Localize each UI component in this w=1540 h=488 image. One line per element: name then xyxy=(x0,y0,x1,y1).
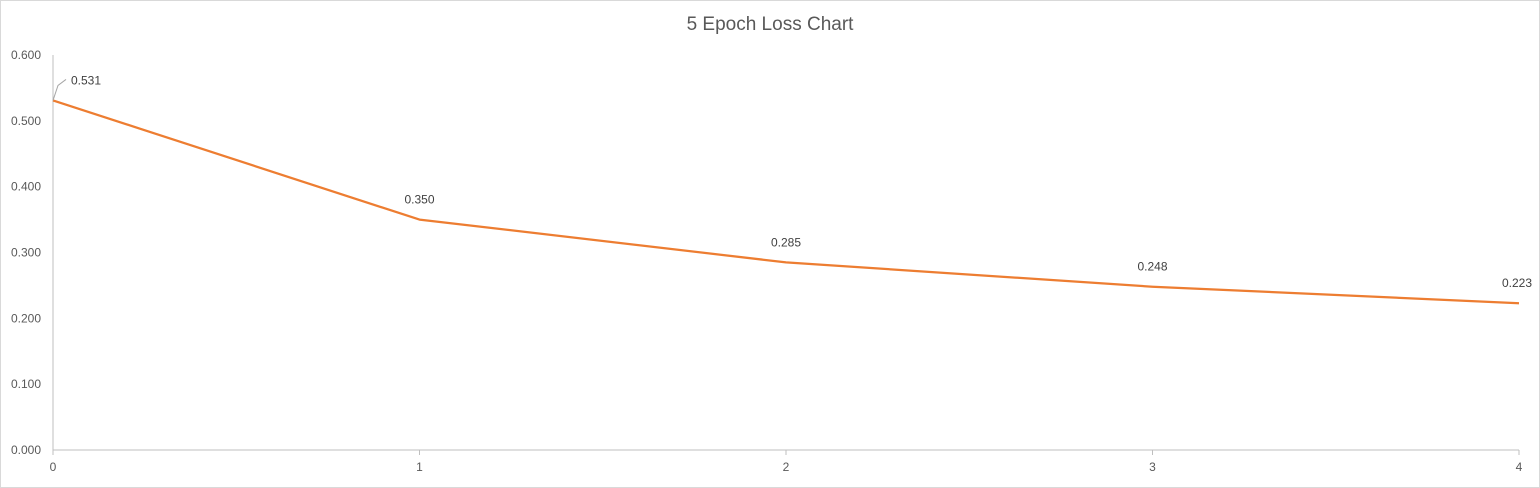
y-axis-ticks: 0.000 0.100 0.200 0.300 0.400 0.500 0.600 xyxy=(11,48,41,457)
axes xyxy=(52,55,1519,451)
data-labels: 0.531 0.350 0.285 0.248 0.223 xyxy=(52,73,1532,290)
y-tick-label: 0.400 xyxy=(11,180,41,194)
x-tick-label: 3 xyxy=(1149,460,1156,474)
data-label: 0.531 xyxy=(71,73,101,87)
data-label: 0.350 xyxy=(404,193,434,207)
x-tick-label: 4 xyxy=(1516,460,1523,474)
data-label-leader xyxy=(52,79,67,101)
x-tick-label: 2 xyxy=(783,460,790,474)
data-label: 0.223 xyxy=(1502,276,1532,290)
loss-series-line xyxy=(52,99,1520,305)
data-label: 0.285 xyxy=(771,235,801,249)
data-label: 0.248 xyxy=(1137,260,1167,274)
y-tick-label: 0.000 xyxy=(11,443,41,457)
chart-title: 5 Epoch Loss Chart xyxy=(686,14,854,35)
x-tick-label: 0 xyxy=(50,460,57,474)
series-lines xyxy=(52,99,1520,305)
y-tick-label: 0.600 xyxy=(11,48,41,62)
y-tick-label: 0.500 xyxy=(11,114,41,128)
y-tick-label: 0.100 xyxy=(11,377,41,391)
x-tick-label: 1 xyxy=(416,460,423,474)
x-axis-ticks: 0 1 2 3 4 xyxy=(50,450,1523,474)
y-tick-label: 0.300 xyxy=(11,246,41,260)
y-tick-label: 0.200 xyxy=(11,311,41,325)
